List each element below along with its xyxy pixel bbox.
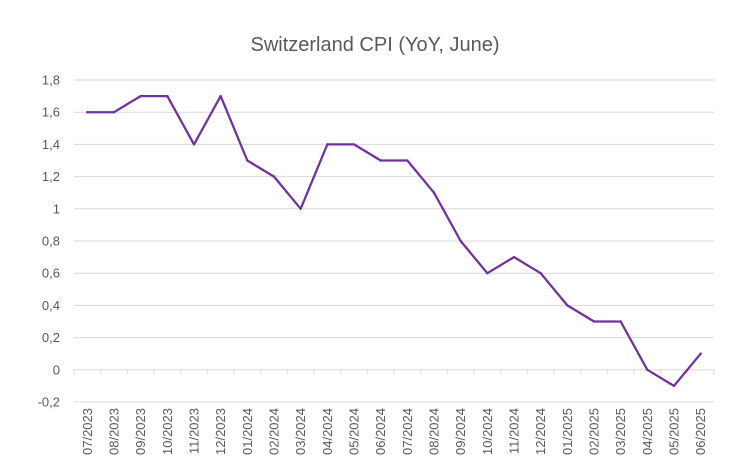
y-tick-label: 1	[53, 201, 60, 216]
x-axis: 07/2023 08/2023 09/2023 10/2023 11/2023 12/20…	[73, 369, 715, 455]
data-point	[539, 272, 542, 275]
data-point	[566, 304, 569, 307]
x-tick-label: 04/2025	[640, 408, 655, 455]
x-tick-label: 08/2024	[427, 408, 442, 455]
data-point	[139, 94, 142, 98]
x-tick-label: 01/2025	[560, 408, 575, 455]
data-point	[406, 159, 409, 162]
data-point	[459, 239, 462, 243]
y-tick-label: 0,6	[42, 266, 60, 281]
data-point	[512, 255, 516, 259]
data-point	[619, 320, 622, 323]
data-point	[672, 384, 676, 388]
series-line	[86, 94, 702, 388]
y-tick-label: 0,4	[42, 298, 60, 313]
y-tick-label: 0,8	[42, 234, 60, 249]
x-tick-label: 08/2023	[107, 408, 122, 455]
gridlines	[74, 79, 714, 403]
x-tick-label: 12/2024	[533, 408, 548, 455]
data-point	[112, 111, 116, 114]
x-tick-label: 07/2023	[80, 408, 95, 455]
x-tick-label: 04/2024	[320, 408, 335, 455]
x-tick-label: 05/2025	[667, 408, 682, 455]
x-tick-label: 11/2024	[507, 408, 522, 454]
y-tick-label: 1,2	[42, 169, 60, 184]
data-point	[486, 272, 489, 275]
data-point	[246, 159, 249, 162]
data-point	[352, 143, 356, 146]
y-tick-label: 1,6	[42, 105, 60, 120]
x-tick-label: 10/2024	[480, 408, 495, 455]
data-point	[592, 320, 596, 323]
x-tick-label: 10/2023	[160, 408, 175, 455]
data-point	[326, 143, 329, 146]
series-layer	[86, 94, 702, 388]
data-point	[192, 143, 196, 146]
y-tick-label: 1,4	[42, 137, 60, 152]
x-tick-label: 07/2024	[400, 408, 415, 455]
y-tick-label: 0	[53, 362, 60, 377]
x-tick-label: 06/2024	[373, 408, 388, 455]
data-point	[272, 175, 276, 178]
chart-title: Switzerland CPI (YoY, June)	[250, 34, 500, 56]
x-tick-label: 09/2024	[453, 408, 468, 455]
y-axis: -0,2 0 0,2 0,4 0,6 0,8 1 1,2 1,4 1,6 1,8	[38, 73, 60, 410]
y-tick-label: 0,2	[42, 330, 60, 345]
y-tick-label: -0,2	[38, 395, 60, 410]
x-tick-label: 02/2025	[587, 408, 602, 455]
data-point	[219, 94, 222, 98]
data-point	[432, 191, 436, 194]
x-tick-label: 03/2025	[613, 408, 628, 455]
x-tick-label: 03/2024	[293, 408, 308, 455]
x-tick-label: 02/2024	[267, 408, 282, 455]
data-point	[86, 111, 89, 114]
y-tick-label: 1,8	[42, 73, 60, 88]
x-tick-label: 12/2023	[213, 408, 228, 455]
x-tick-label: 11/2023	[187, 408, 202, 454]
data-point	[699, 352, 702, 355]
x-tick-label: 05/2024	[347, 408, 362, 455]
x-tick-label: 06/2025	[693, 408, 708, 455]
data-point	[646, 368, 649, 371]
data-point	[299, 207, 302, 210]
x-tick-label: 01/2024	[240, 408, 255, 455]
data-point	[379, 159, 382, 162]
x-tick-label: 09/2023	[133, 408, 148, 455]
data-point	[166, 94, 169, 98]
